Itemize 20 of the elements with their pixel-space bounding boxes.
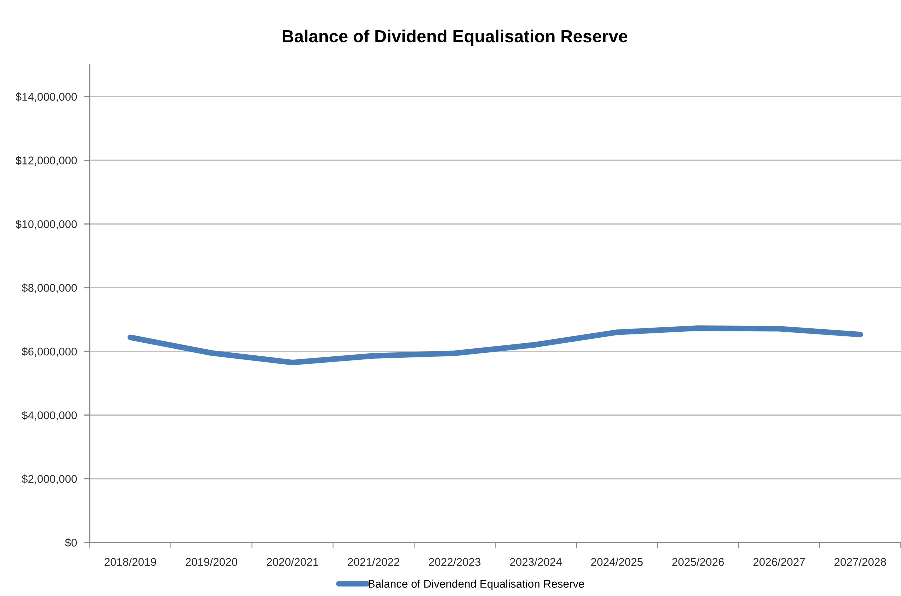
y-tick-label: $6,000,000 bbox=[22, 347, 78, 358]
y-tick-label: $2,000,000 bbox=[22, 474, 78, 484]
y-tick-label: $0 bbox=[65, 538, 78, 548]
x-tick-label: 2026/2027 bbox=[754, 558, 806, 566]
legend-label: Balance of Divendend Equalisation Reserve bbox=[368, 580, 584, 590]
x-tick-label: 2020/2021 bbox=[267, 558, 318, 566]
chart-title: Balance of Dividend Equalisation Reserve bbox=[282, 30, 628, 46]
x-tick-label: 2018/2019 bbox=[104, 558, 156, 566]
y-tick-label: $10,000,000 bbox=[16, 220, 78, 230]
x-tick-label: 2024/2025 bbox=[591, 558, 643, 566]
y-tick-label: $8,000,000 bbox=[22, 284, 78, 294]
x-tick-label: 2022/2023 bbox=[429, 558, 481, 566]
x-tick-label: 2021/2022 bbox=[348, 558, 400, 566]
y-tick-label: $14,000,000 bbox=[16, 92, 78, 102]
x-tick-label: 2027/2028 bbox=[834, 558, 886, 566]
y-tick-label: $12,000,000 bbox=[16, 156, 78, 166]
x-tick-label: 2023/2024 bbox=[510, 558, 562, 566]
y-tick-label: $4,000,000 bbox=[22, 411, 78, 421]
x-tick-label: 2019/2020 bbox=[186, 558, 238, 566]
x-tick-label: 2025/2026 bbox=[672, 558, 724, 566]
